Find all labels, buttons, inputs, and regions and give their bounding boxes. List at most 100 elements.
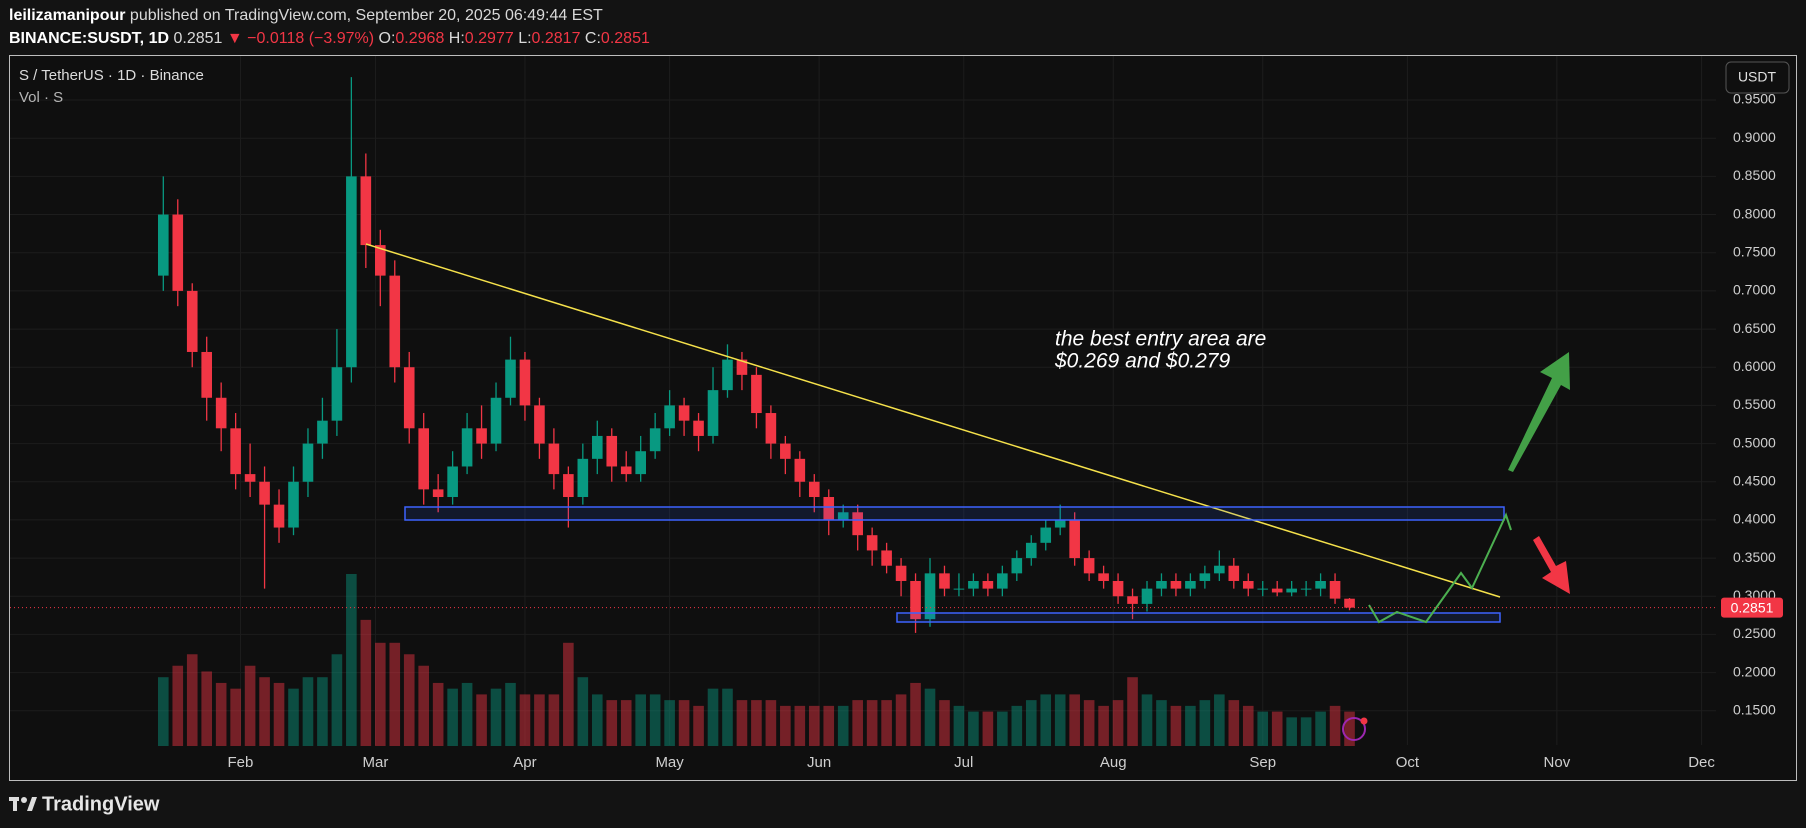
volume-bar bbox=[736, 700, 748, 746]
volume-bar bbox=[823, 705, 835, 746]
candle-body bbox=[548, 443, 560, 475]
volume-bar bbox=[649, 694, 661, 746]
x-tick-label: Nov bbox=[1544, 754, 1571, 771]
volume-bar bbox=[548, 694, 560, 746]
candle-body bbox=[534, 405, 545, 444]
volume-bar bbox=[751, 700, 762, 746]
volume-bar bbox=[895, 694, 907, 746]
brand: TradingView bbox=[42, 793, 160, 815]
candle-body bbox=[693, 420, 704, 436]
candle-body bbox=[1214, 565, 1225, 574]
candle-body bbox=[924, 573, 936, 620]
volume-bar bbox=[519, 694, 531, 746]
x-tick-label: Aug bbox=[1100, 754, 1127, 771]
volume-bar bbox=[1170, 705, 1182, 746]
candle-body bbox=[635, 451, 646, 475]
candle-body bbox=[519, 359, 531, 406]
candle-body bbox=[1098, 573, 1109, 581]
x-tick-label: Jul bbox=[954, 754, 973, 771]
volume-bar bbox=[418, 665, 429, 746]
volume-bar bbox=[982, 711, 994, 746]
candle-body bbox=[707, 390, 719, 436]
volume-bar bbox=[577, 677, 589, 746]
volume-bar bbox=[722, 688, 733, 746]
volume-bar bbox=[968, 711, 979, 746]
volume-bar bbox=[808, 705, 820, 746]
candle-body bbox=[360, 176, 372, 246]
volume-bar bbox=[1054, 694, 1066, 746]
candle-body bbox=[780, 443, 791, 459]
volume-bar bbox=[1112, 700, 1124, 746]
volume-bar bbox=[1199, 700, 1211, 746]
y-tick-label: 0.2000 bbox=[1733, 663, 1776, 679]
chart-title: S / TetherUS · 1D · Binance bbox=[19, 67, 204, 84]
x-tick-label: Oct bbox=[1396, 754, 1420, 771]
volume-bar bbox=[1257, 711, 1269, 746]
candle-body bbox=[1344, 598, 1355, 608]
candles bbox=[158, 77, 1355, 633]
candle-body bbox=[664, 405, 675, 429]
volume-bar bbox=[273, 682, 285, 746]
candle-body bbox=[331, 367, 343, 421]
currency-button[interactable] bbox=[1725, 61, 1790, 94]
candle-body bbox=[244, 474, 256, 482]
candle-body bbox=[968, 580, 979, 589]
volume-bar bbox=[158, 677, 169, 746]
candle-body bbox=[982, 580, 994, 589]
candle-body bbox=[215, 397, 227, 429]
candle-body bbox=[939, 573, 950, 589]
volume-bar bbox=[1069, 694, 1080, 746]
volume-bar bbox=[288, 688, 299, 746]
x-tick-label: Jun bbox=[807, 754, 831, 771]
candle-body bbox=[1112, 580, 1124, 597]
candle-body bbox=[1069, 519, 1080, 559]
volume-bar bbox=[1025, 700, 1037, 746]
y-tick-label: 0.1500 bbox=[1733, 701, 1776, 717]
candle-body bbox=[1242, 580, 1254, 589]
candle-body bbox=[505, 359, 516, 398]
volume-bar bbox=[591, 694, 603, 746]
volume-bar bbox=[953, 705, 965, 746]
volume-bar bbox=[230, 688, 241, 746]
candle-body bbox=[765, 413, 777, 444]
projection-path bbox=[1368, 512, 1512, 624]
candle-body bbox=[1156, 580, 1167, 589]
volume-bar bbox=[693, 705, 704, 746]
candle-body bbox=[910, 580, 921, 620]
y-tick-label: 0.7000 bbox=[1733, 282, 1776, 298]
candle-body bbox=[1025, 542, 1037, 559]
o-value: 0.2968 bbox=[395, 30, 445, 47]
candle-body bbox=[302, 443, 314, 482]
publish-line: leilizamanipour published on TradingView… bbox=[9, 4, 650, 27]
volume-bar bbox=[1329, 705, 1341, 746]
volume-bar bbox=[852, 700, 863, 746]
volume-bar bbox=[1271, 711, 1283, 746]
volume-bar bbox=[389, 642, 401, 746]
candle-body bbox=[1228, 565, 1240, 581]
candle-body bbox=[649, 428, 661, 452]
volume-label: Vol · S bbox=[19, 89, 63, 106]
volume-pane bbox=[158, 574, 1355, 746]
volume-bar bbox=[794, 705, 806, 746]
up-arrow bbox=[1508, 352, 1570, 472]
candle-body bbox=[620, 466, 632, 475]
y-tick-label: 0.4500 bbox=[1733, 472, 1776, 488]
volume-bar bbox=[939, 700, 950, 746]
y-tick-label: 0.6000 bbox=[1733, 358, 1776, 374]
volume-bar bbox=[476, 694, 487, 746]
candle-body bbox=[1040, 527, 1052, 543]
candle-body bbox=[1141, 588, 1153, 604]
candle-body bbox=[418, 428, 429, 490]
volume-bar bbox=[403, 654, 415, 746]
currency-label[interactable]: USDT bbox=[1738, 69, 1777, 85]
candle-body bbox=[1271, 588, 1283, 593]
volume-bar bbox=[1141, 694, 1153, 746]
candle-body bbox=[823, 497, 835, 520]
event-icon[interactable] bbox=[1342, 717, 1366, 741]
candle-body bbox=[736, 359, 748, 375]
volume-bar bbox=[490, 688, 502, 746]
event-dot bbox=[1360, 717, 1368, 725]
y-tick-label: 0.8000 bbox=[1733, 205, 1776, 221]
y-tick-label: 0.9000 bbox=[1733, 129, 1776, 145]
drawings bbox=[365, 243, 1570, 624]
